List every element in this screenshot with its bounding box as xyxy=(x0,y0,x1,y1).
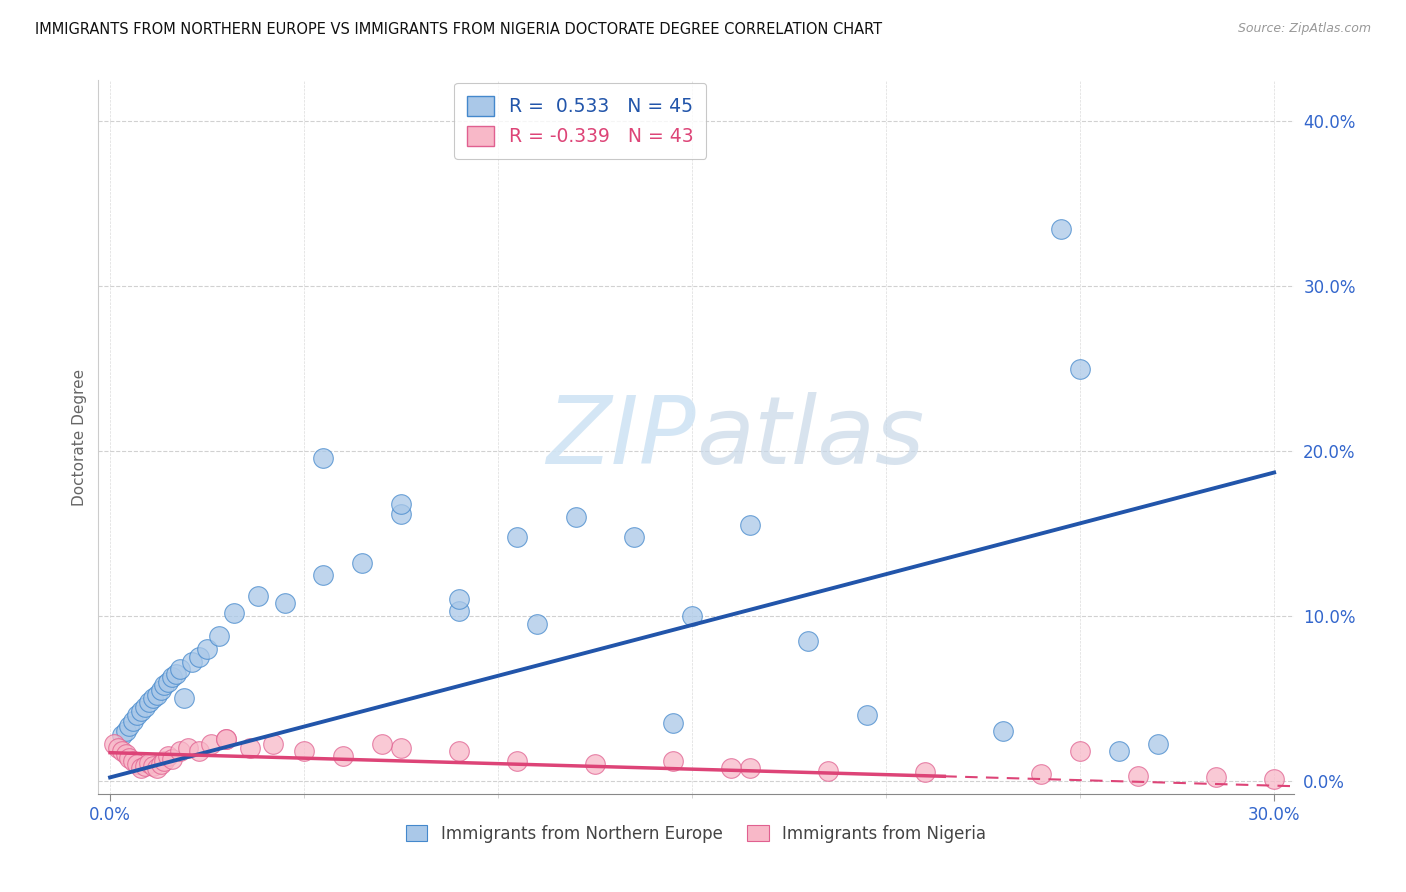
Point xyxy=(389,740,412,755)
Point xyxy=(173,691,195,706)
Point xyxy=(145,760,167,774)
Point xyxy=(1069,361,1091,376)
Point xyxy=(160,670,183,684)
Point xyxy=(215,732,238,747)
Point xyxy=(129,705,152,719)
Point xyxy=(661,754,683,768)
Legend: Immigrants from Northern Europe, Immigrants from Nigeria: Immigrants from Northern Europe, Immigra… xyxy=(399,819,993,850)
Point xyxy=(389,507,412,521)
Point xyxy=(103,738,125,752)
Point xyxy=(188,650,211,665)
Point xyxy=(246,589,269,603)
Point xyxy=(991,724,1014,739)
Point xyxy=(239,740,262,755)
Point xyxy=(1263,772,1285,786)
Point xyxy=(129,760,152,774)
Point xyxy=(169,744,191,758)
Point xyxy=(145,688,167,702)
Point xyxy=(165,666,187,681)
Point xyxy=(114,747,136,762)
Point xyxy=(1031,767,1053,781)
Text: atlas: atlas xyxy=(696,392,924,483)
Point xyxy=(195,641,218,656)
Y-axis label: Doctorate Degree: Doctorate Degree xyxy=(72,368,87,506)
Point xyxy=(370,738,392,752)
Point xyxy=(138,695,160,709)
Point xyxy=(142,759,165,773)
Point xyxy=(149,757,172,772)
Point xyxy=(332,749,354,764)
Point xyxy=(138,756,160,770)
Point xyxy=(312,450,335,465)
Point xyxy=(122,754,145,768)
Point xyxy=(111,744,134,758)
Point xyxy=(142,691,165,706)
Point xyxy=(1205,771,1227,785)
Point xyxy=(1146,738,1168,752)
Point xyxy=(1340,769,1362,783)
Point xyxy=(1128,769,1150,783)
Point xyxy=(111,727,134,741)
Point xyxy=(720,760,742,774)
Point xyxy=(107,740,129,755)
Point xyxy=(208,629,231,643)
Point xyxy=(118,750,141,764)
Point xyxy=(449,592,471,607)
Point xyxy=(134,699,156,714)
Point xyxy=(623,530,645,544)
Point xyxy=(583,757,606,772)
Point xyxy=(740,760,762,774)
Point xyxy=(127,707,149,722)
Point xyxy=(1302,765,1324,780)
Point xyxy=(149,683,172,698)
Point xyxy=(188,744,211,758)
Point xyxy=(661,716,683,731)
Point xyxy=(153,754,176,768)
Point xyxy=(169,662,191,676)
Point xyxy=(389,497,412,511)
Text: IMMIGRANTS FROM NORTHERN EUROPE VS IMMIGRANTS FROM NIGERIA DOCTORATE DEGREE CORR: IMMIGRANTS FROM NORTHERN EUROPE VS IMMIG… xyxy=(35,22,883,37)
Point xyxy=(740,518,762,533)
Point xyxy=(215,732,238,747)
Point xyxy=(180,655,202,669)
Point xyxy=(1069,744,1091,758)
Point xyxy=(134,759,156,773)
Point xyxy=(855,707,877,722)
Point xyxy=(506,754,529,768)
Point xyxy=(157,749,180,764)
Point xyxy=(914,765,936,780)
Point xyxy=(262,738,284,752)
Point xyxy=(160,752,183,766)
Text: ZIP: ZIP xyxy=(547,392,696,483)
Point xyxy=(449,744,471,758)
Point xyxy=(526,617,548,632)
Text: Source: ZipAtlas.com: Source: ZipAtlas.com xyxy=(1237,22,1371,36)
Point xyxy=(200,738,222,752)
Point xyxy=(127,757,149,772)
Point xyxy=(1108,744,1130,758)
Point xyxy=(797,633,820,648)
Point xyxy=(681,608,703,623)
Point xyxy=(114,724,136,739)
Point xyxy=(352,556,374,570)
Point xyxy=(122,714,145,729)
Point xyxy=(564,510,586,524)
Point xyxy=(449,604,471,618)
Point xyxy=(292,744,315,758)
Point xyxy=(118,719,141,733)
Point xyxy=(157,674,180,689)
Point xyxy=(312,567,335,582)
Point xyxy=(224,606,246,620)
Point xyxy=(1049,221,1071,235)
Point xyxy=(273,596,295,610)
Point xyxy=(176,740,198,755)
Point xyxy=(817,764,839,778)
Point xyxy=(153,678,176,692)
Point xyxy=(506,530,529,544)
